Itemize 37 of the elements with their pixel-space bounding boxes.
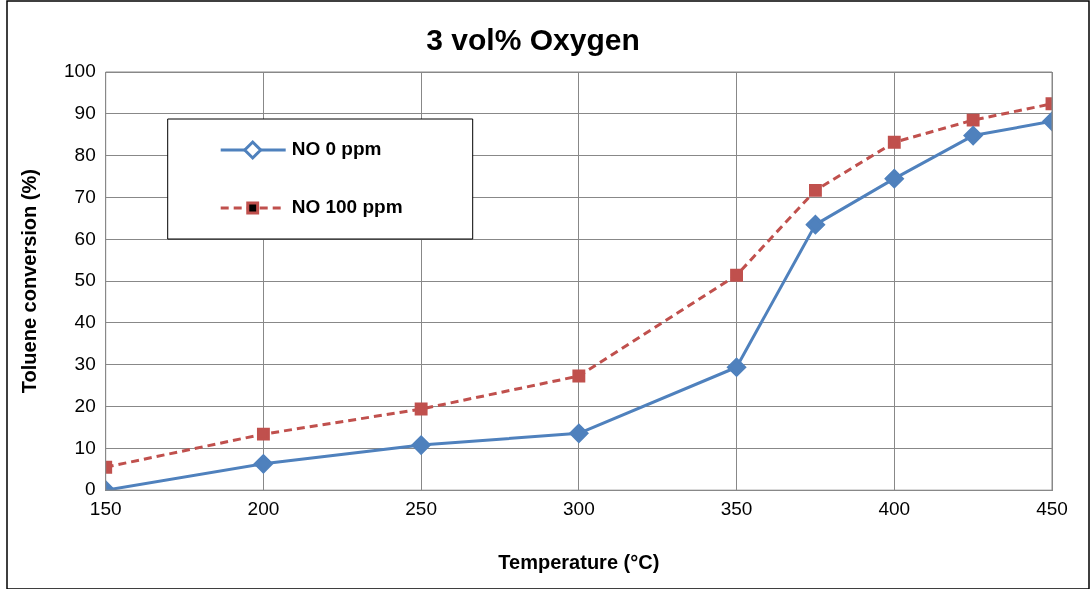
point (808, 183, 822, 197)
y-tick-label: 10 (74, 436, 96, 458)
y-tick-label: 40 (74, 311, 96, 333)
x-tick-label: 300 (563, 497, 595, 519)
x-tick-label: 150 (89, 497, 122, 519)
point (572, 369, 586, 383)
point (884, 169, 904, 189)
point (253, 454, 273, 474)
chart-title: 3 vol% Oxygen (426, 23, 640, 57)
x-tick-label: 250 (405, 497, 437, 519)
y-axis-title: Toluene conversion (%) (17, 169, 40, 394)
point (966, 113, 980, 127)
y-tick-label: 0 (85, 478, 96, 500)
point (256, 427, 270, 441)
x-tick-label: 200 (247, 497, 280, 519)
y-tick-label: 60 (74, 227, 96, 249)
y-tick-label: 70 (74, 185, 96, 207)
point (414, 402, 428, 416)
y-tick-label: 50 (74, 269, 96, 291)
point (730, 268, 744, 282)
y-tick-label: 80 (74, 143, 96, 165)
legend-label: NO 100 ppm (291, 196, 403, 218)
x-tick-label: 450 (1036, 497, 1068, 519)
y-tick-label: 100 (64, 60, 96, 82)
y-tick-label: 30 (74, 352, 96, 374)
y-tick-label: 90 (74, 102, 96, 124)
point (411, 435, 431, 455)
y-tick-label: 20 (74, 394, 96, 416)
x-axis-title: Temperature (°C) (498, 550, 660, 573)
point (805, 215, 825, 235)
point (727, 357, 747, 377)
point (569, 423, 589, 443)
x-tick-label: 350 (720, 497, 753, 519)
point (887, 135, 901, 149)
x-tick-label: 400 (878, 497, 911, 519)
point (963, 126, 983, 146)
legend-label: NO 0 ppm (291, 138, 382, 160)
